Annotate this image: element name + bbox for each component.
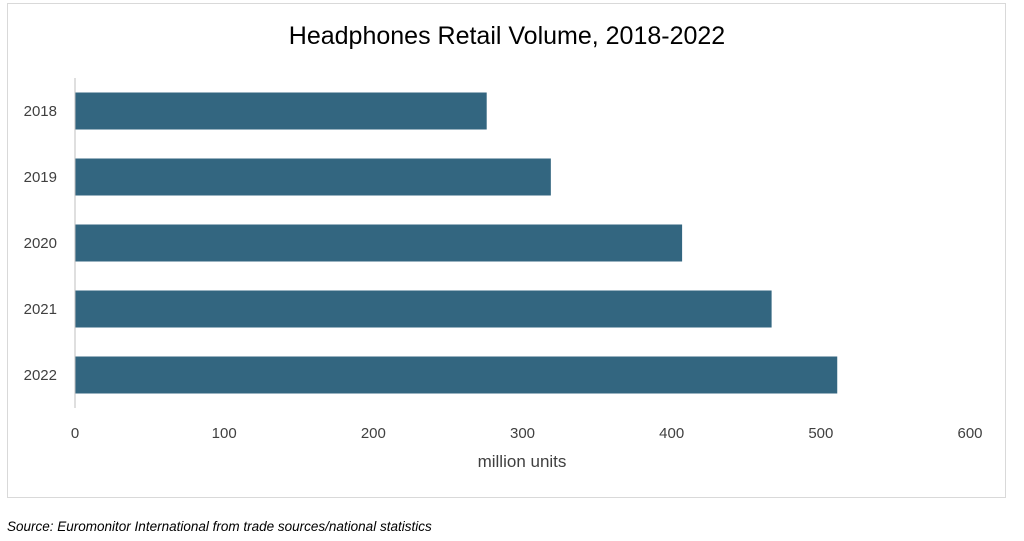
bar-2022 <box>75 356 838 394</box>
x-tick-label-500: 500 <box>808 425 833 442</box>
chart-title: Headphones Retail Volume, 2018-2022 <box>289 22 725 50</box>
bar-2021 <box>75 290 772 328</box>
bar-group <box>75 92 838 394</box>
source-note: Source: Euromonitor International from t… <box>7 519 432 534</box>
category-label-2018: 2018 <box>24 103 57 120</box>
x-tick-label-600: 600 <box>957 425 982 442</box>
x-tick-label-0: 0 <box>71 425 79 442</box>
x-axis-title: million units <box>478 452 567 471</box>
bar-2019 <box>75 158 551 196</box>
x-tick-label-400: 400 <box>659 425 684 442</box>
category-label-2022: 2022 <box>24 367 57 384</box>
bar-2018 <box>75 92 487 130</box>
category-label-2021: 2021 <box>24 301 57 318</box>
category-labels: 2018 2019 2020 2021 2022 <box>24 103 57 384</box>
x-tick-labels: 0 100 200 300 400 500 600 <box>71 425 983 442</box>
x-tick-label-100: 100 <box>212 425 237 442</box>
x-tick-label-300: 300 <box>510 425 535 442</box>
bar-2020 <box>75 224 683 262</box>
x-tick-label-200: 200 <box>361 425 386 442</box>
category-label-2019: 2019 <box>24 169 57 186</box>
category-label-2020: 2020 <box>24 235 57 252</box>
